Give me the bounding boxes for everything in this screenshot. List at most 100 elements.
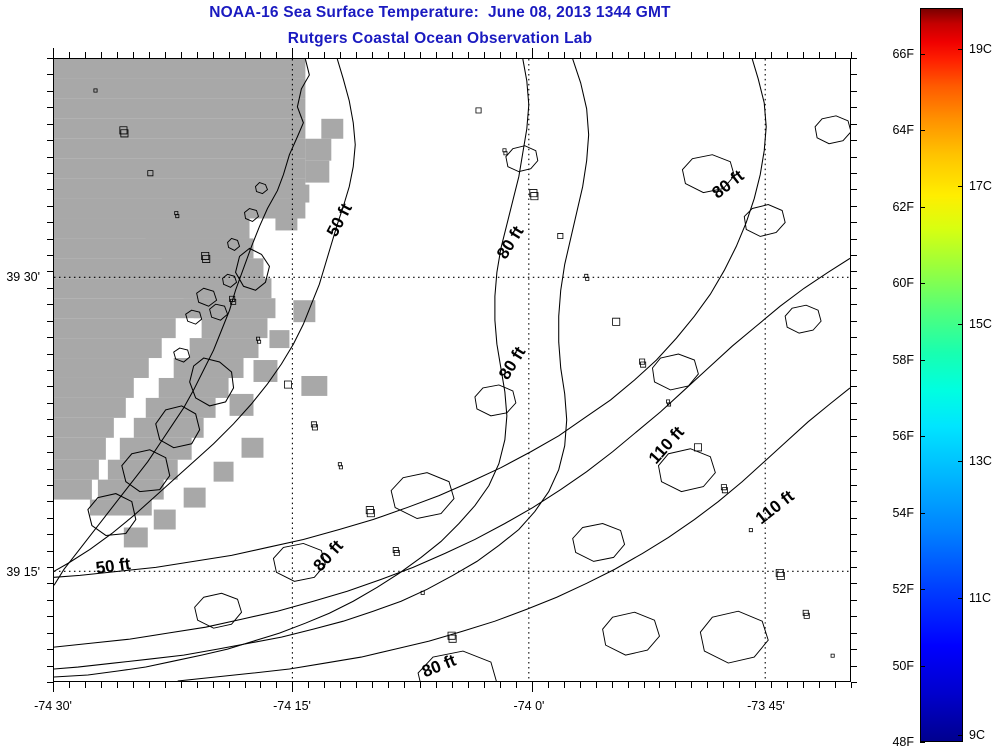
y-tick [47, 600, 53, 601]
y-tick [851, 386, 857, 387]
x-tick [851, 682, 852, 688]
y-tick [851, 74, 857, 75]
colorbar-label-celsius: 19C [969, 42, 992, 57]
colorbar-tick [920, 436, 925, 437]
island-outline [244, 207, 260, 223]
x-tick [516, 52, 517, 58]
x-tick [771, 682, 772, 688]
x-tick [500, 52, 501, 58]
y-tick [851, 157, 857, 158]
island-outline [196, 287, 218, 307]
x-tick [659, 682, 660, 688]
speckle [802, 609, 809, 616]
x-tick [308, 682, 309, 688]
speckle [284, 380, 293, 389]
x-tick [133, 682, 134, 688]
mask-block [54, 437, 106, 460]
mask-block [54, 298, 204, 319]
y-tick [851, 469, 857, 470]
y-tick [851, 337, 857, 338]
speckle [201, 251, 210, 260]
island-outline [254, 182, 269, 195]
y-tick [851, 107, 857, 108]
colorbar-label-celsius: 15C [969, 316, 992, 331]
x-tick [612, 52, 613, 58]
mask-block [54, 158, 306, 179]
offshore-feature-outline [699, 610, 769, 664]
mask-block [54, 338, 162, 359]
x-tick [436, 52, 437, 58]
offshore-feature-outline [194, 592, 243, 629]
y-tick [851, 567, 857, 568]
contour-label: 80 ft [495, 343, 530, 383]
y-tick [47, 386, 53, 387]
offshore-feature-outline [417, 650, 497, 681]
mask-block [54, 198, 306, 219]
offshore-feature-outline [681, 154, 735, 194]
mask-block [133, 417, 204, 438]
y-tick [851, 222, 857, 223]
y-axis-label: 39 15' [6, 565, 40, 579]
mask-block [293, 300, 316, 323]
coastline-mainland [54, 59, 310, 586]
y-tick [47, 255, 53, 256]
offshore-feature-outline [657, 448, 716, 493]
x-tick [803, 682, 804, 688]
x-tick [308, 52, 309, 58]
x-axis-label: -73 45' [747, 699, 785, 713]
y-tick [47, 518, 53, 519]
x-tick [851, 52, 852, 58]
colorbar-label-celsius: 13C [969, 453, 992, 468]
mask-block [321, 118, 344, 139]
x-tick [292, 48, 293, 58]
speckle [639, 358, 646, 365]
colorbar-label-fahrenheit: 64F [892, 123, 914, 138]
y-tick [851, 551, 857, 552]
x-tick [787, 52, 788, 58]
y-tick [851, 403, 857, 404]
colorbar-label-fahrenheit: 66F [892, 46, 914, 61]
colorbar-tick [920, 589, 925, 590]
mask-block [54, 138, 306, 159]
y-tick [851, 600, 857, 601]
x-tick [675, 682, 676, 688]
y-tick [47, 436, 53, 437]
x-tick [500, 682, 501, 688]
y-tick [47, 74, 53, 75]
contour-label: 50 ft [323, 200, 356, 240]
island-outline [173, 347, 191, 363]
mask-block [107, 459, 178, 480]
y-tick [851, 206, 857, 207]
x-tick [165, 52, 166, 58]
colorbar-label-celsius: 17C [969, 179, 992, 194]
y-tick [851, 58, 857, 59]
mask-block [189, 338, 259, 359]
speckle [230, 298, 237, 305]
mask-block [123, 527, 148, 548]
mask-block [54, 118, 306, 139]
speckle [640, 361, 647, 368]
y-tick [47, 321, 53, 322]
x-tick [771, 52, 772, 58]
x-tick [213, 52, 214, 58]
x-axis-label: -74 30' [34, 699, 72, 713]
speckle [420, 590, 425, 595]
y-tick [47, 288, 53, 289]
x-tick [165, 682, 166, 688]
offshore-feature-outline [814, 115, 850, 145]
y-tick [851, 633, 857, 634]
colorbar-label-fahrenheit: 58F [892, 352, 914, 367]
x-tick [803, 52, 804, 58]
x-axis-label: -74 15' [273, 699, 311, 713]
y-tick [47, 189, 53, 190]
x-tick [628, 52, 629, 58]
mask-block [161, 238, 254, 259]
x-tick [101, 52, 102, 58]
y-tick [47, 206, 53, 207]
mask-block [54, 318, 176, 339]
colorbar-tick [958, 49, 963, 50]
map-plot-area[interactable]: 50 ft 50 ft 80 ft 80 ft 80 ft 80 ft 80 ft 110 f… [53, 58, 851, 682]
x-tick [404, 52, 405, 58]
x-tick [149, 52, 150, 58]
temperature-colorbar[interactable] [920, 8, 963, 742]
